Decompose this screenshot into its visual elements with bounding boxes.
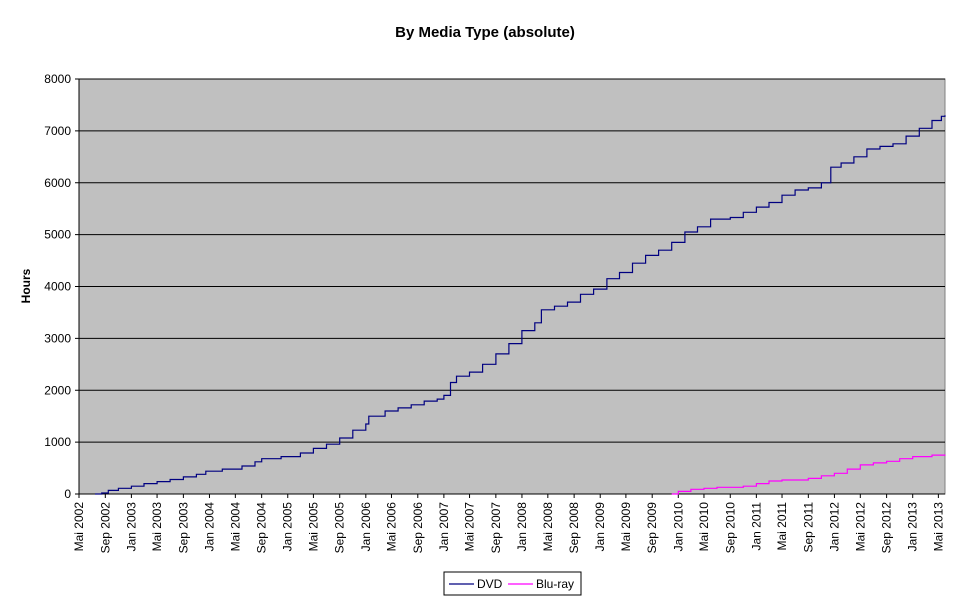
x-tick-label: Mai 2002 bbox=[72, 502, 86, 552]
x-tick-label: Sep 2012 bbox=[880, 502, 894, 554]
x-tick-label: Mai 2005 bbox=[306, 502, 320, 552]
x-tick-label: Sep 2003 bbox=[176, 502, 190, 554]
series-lines bbox=[95, 115, 946, 495]
x-tick-label: Jan 2009 bbox=[593, 502, 607, 552]
series-line-bluray bbox=[671, 454, 946, 495]
gridlines bbox=[79, 78, 945, 443]
x-tick-label: Sep 2008 bbox=[567, 502, 581, 554]
y-tick-label: 8000 bbox=[44, 72, 71, 86]
x-tick-label: Mai 2003 bbox=[150, 502, 164, 552]
y-tick-label: 0 bbox=[64, 487, 71, 501]
x-tick-label: Jan 2003 bbox=[124, 502, 138, 552]
x-tick-label: Sep 2002 bbox=[98, 502, 112, 554]
x-tick-label: Sep 2006 bbox=[411, 502, 425, 554]
x-tick-label: Jan 2004 bbox=[202, 502, 216, 552]
y-axis-label: Hours bbox=[19, 268, 33, 303]
x-tick-label: Sep 2005 bbox=[333, 502, 347, 554]
y-ticks: 0 1000 2000 3000 4000 5000 6000 7000 8000 bbox=[44, 72, 79, 501]
legend-dvd-label: DVD bbox=[477, 577, 503, 591]
x-tick-label: Jan 2005 bbox=[281, 502, 295, 552]
x-tick-label: Sep 2011 bbox=[801, 502, 815, 553]
y-tick-label: 1000 bbox=[44, 435, 71, 449]
x-tick-label: Jan 2007 bbox=[437, 502, 451, 552]
x-tick-label: Mai 2008 bbox=[541, 502, 555, 552]
y-tick-label: 7000 bbox=[44, 124, 71, 138]
y-tick-label: 3000 bbox=[44, 331, 71, 345]
x-tick-label: Mai 2006 bbox=[384, 502, 398, 552]
x-tick-label: Jan 2010 bbox=[671, 502, 685, 552]
x-tick-label: Jan 2013 bbox=[906, 502, 920, 552]
x-tick-label: Sep 2009 bbox=[645, 502, 659, 554]
x-tick-label: Mai 2011 bbox=[775, 502, 789, 551]
x-tick-label: Sep 2007 bbox=[489, 502, 503, 554]
x-tick-label: Sep 2004 bbox=[255, 502, 269, 554]
x-tick-label: Jan 2008 bbox=[515, 502, 529, 552]
legend-bluray-label: Blu-ray bbox=[536, 577, 574, 591]
chart-title: By Media Type (absolute) bbox=[395, 24, 575, 41]
x-tick-label: Mai 2012 bbox=[853, 502, 867, 552]
y-tick-label: 2000 bbox=[44, 383, 71, 397]
x-tick-label: Mai 2007 bbox=[463, 502, 477, 552]
y-tick-label: 5000 bbox=[44, 228, 71, 242]
y-tick-label: 4000 bbox=[44, 280, 71, 294]
y-tick-label: 6000 bbox=[44, 176, 71, 190]
x-ticks: Mai 2002 Sep 2002 Jan 2003 Mai 2003 Sep 2003… bbox=[72, 494, 945, 553]
x-tick-label: Sep 2010 bbox=[723, 502, 737, 554]
legend: DVD Blu-ray bbox=[443, 571, 582, 596]
x-tick-label: Mai 2013 bbox=[931, 502, 945, 552]
series-line-dvd bbox=[95, 115, 946, 495]
x-tick-label: Jan 2011 bbox=[749, 502, 763, 551]
x-tick-label: Mai 2009 bbox=[619, 502, 633, 552]
x-tick-label: Mai 2010 bbox=[697, 502, 711, 552]
x-tick-label: Mai 2004 bbox=[228, 502, 242, 552]
x-tick-label: Jan 2012 bbox=[827, 502, 841, 552]
x-tick-label: Jan 2006 bbox=[359, 502, 373, 552]
